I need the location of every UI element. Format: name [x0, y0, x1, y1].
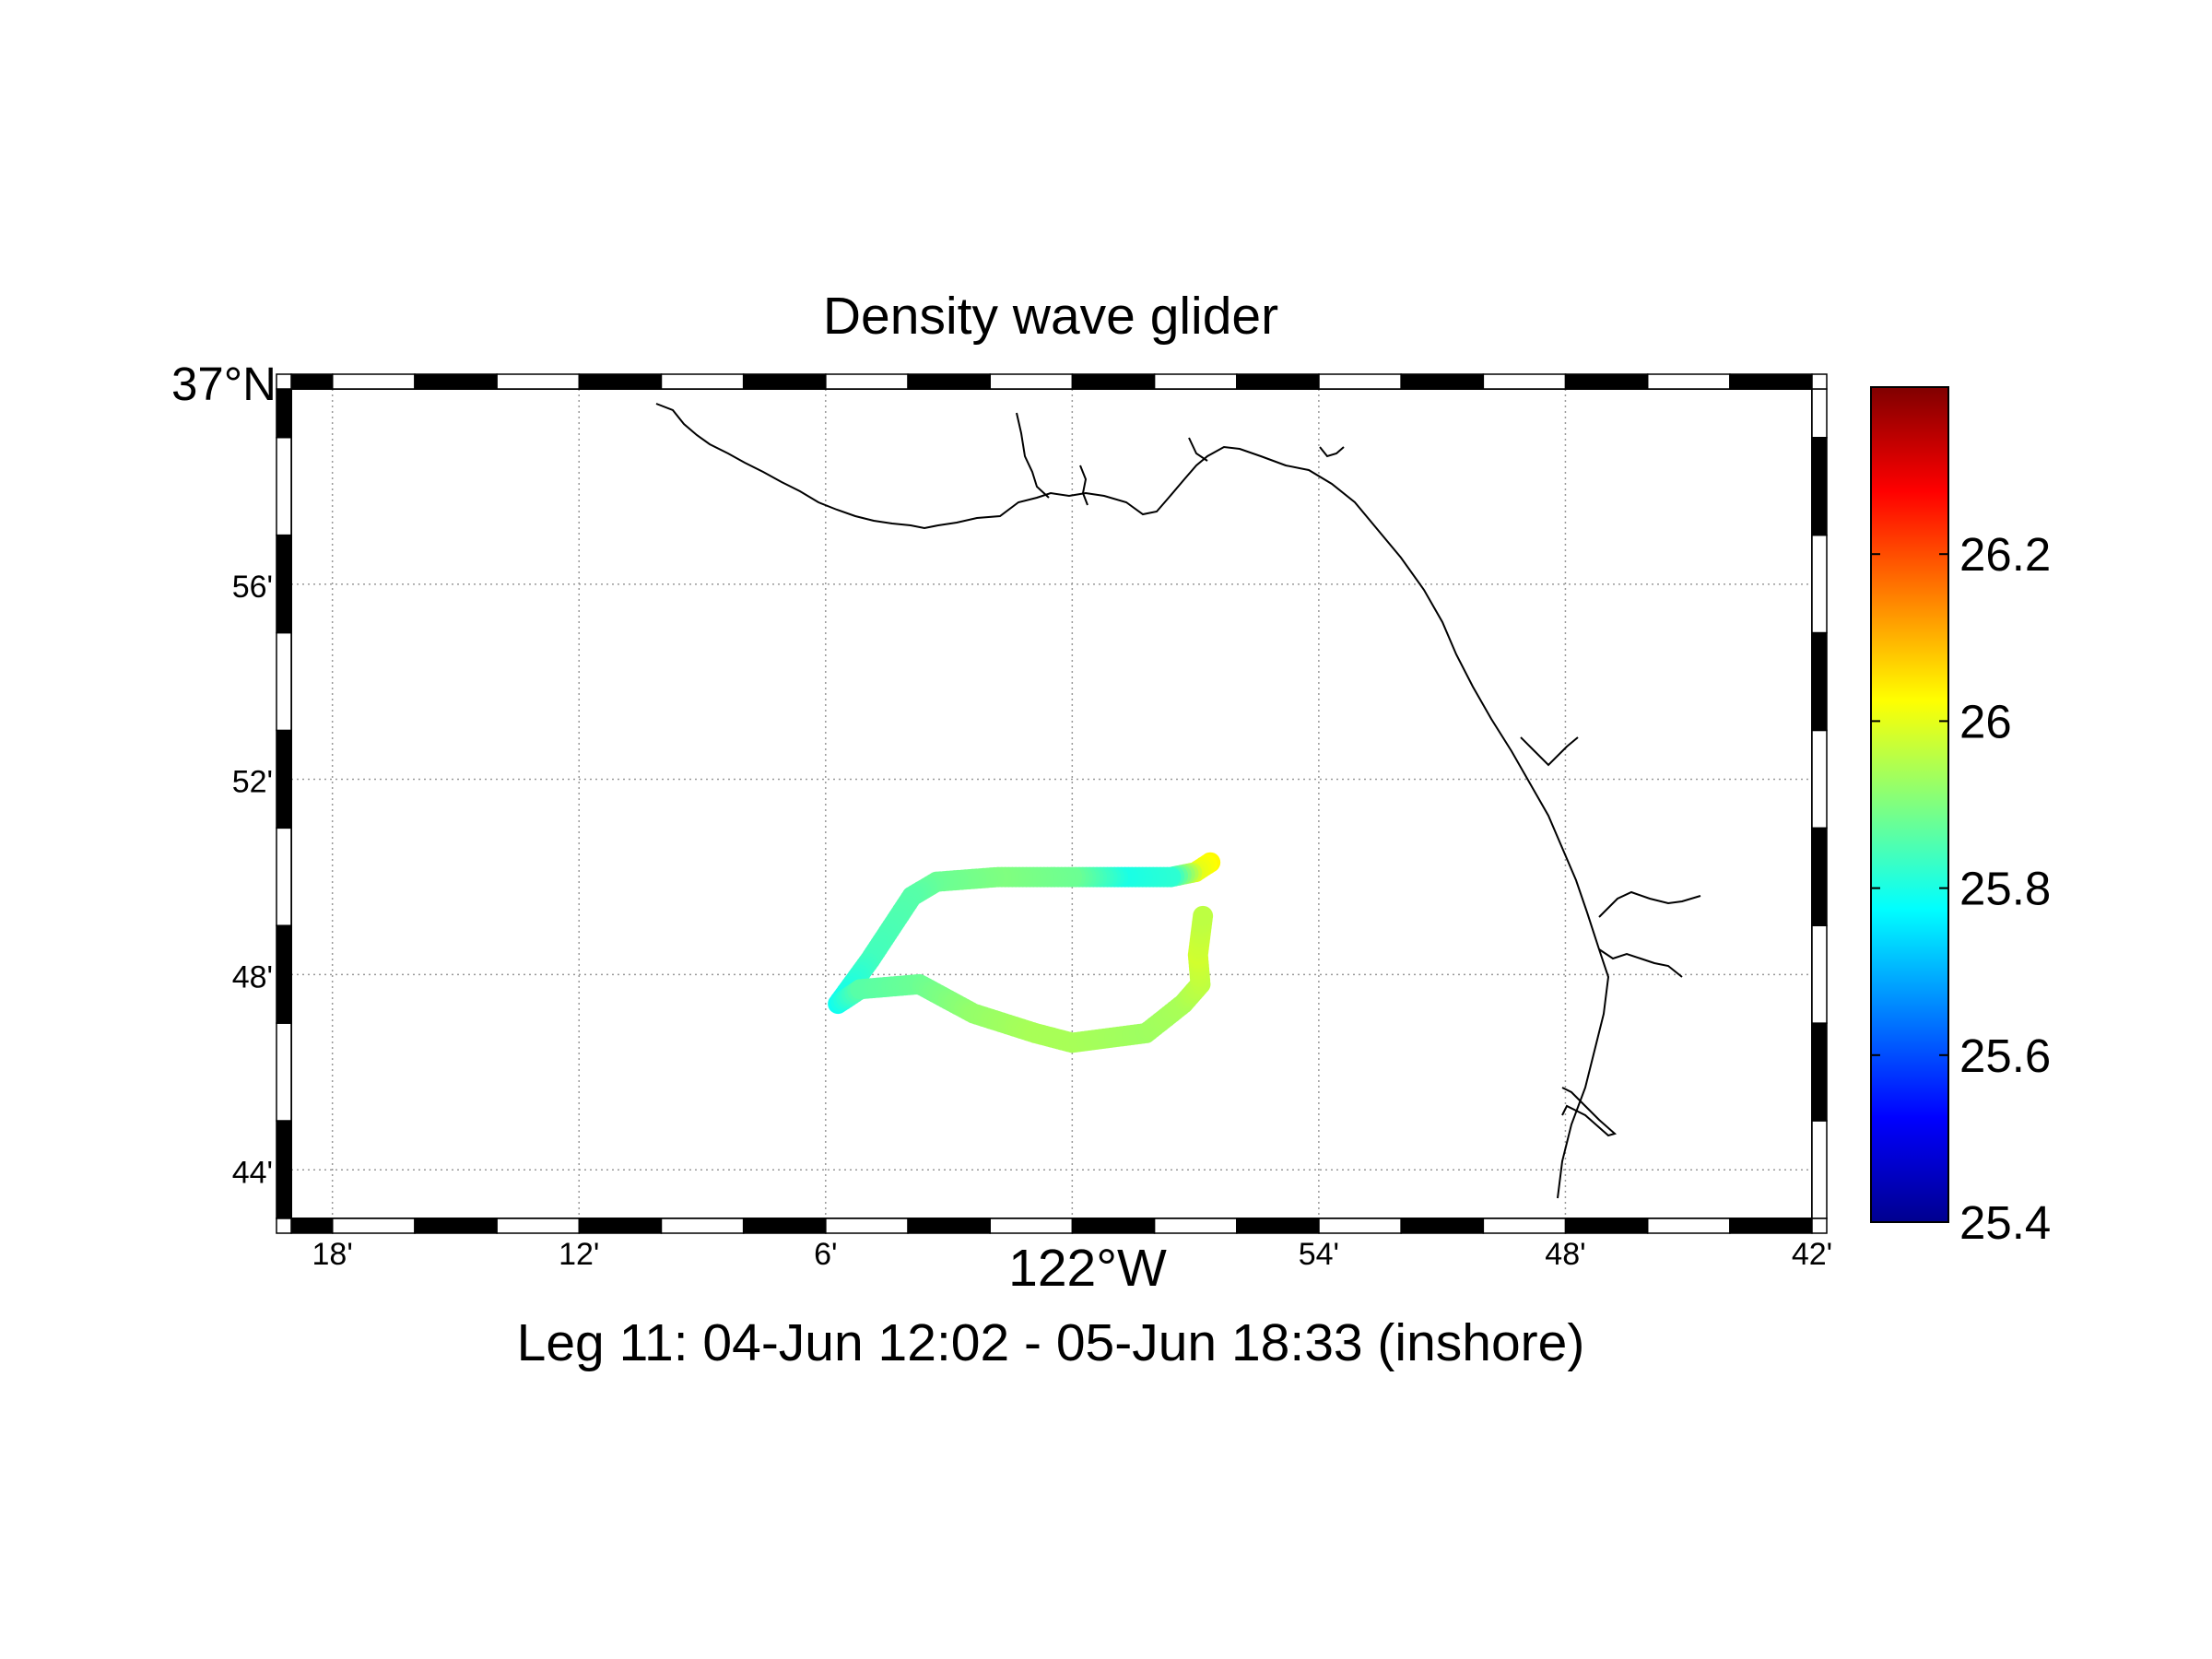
border-segment: [1482, 373, 1567, 390]
graticule-grid: [291, 389, 1812, 1218]
border-segment: [1400, 373, 1485, 390]
border-segment: [578, 373, 663, 390]
border-segment: [1811, 1022, 1828, 1122]
border-segment: [496, 1218, 581, 1234]
border-segment: [276, 729, 292, 830]
border-segment: [1153, 373, 1238, 390]
border-segment: [825, 373, 909, 390]
river-north-1: [1016, 412, 1050, 499]
track-point: [1193, 905, 1214, 926]
border-segment: [276, 924, 292, 1024]
river-north-4: [1319, 446, 1345, 458]
border-segment: [276, 388, 292, 439]
river-pajaro-2: [1598, 948, 1683, 978]
border-segment: [1236, 373, 1320, 390]
lat-tick-label: 56': [232, 570, 273, 605]
colorbar-tick-label: 25.8: [1959, 863, 2051, 915]
border-segment: [578, 1218, 663, 1234]
latitude-tick-labels: 37°N 56' 52' 48' 44': [171, 358, 276, 1190]
colorbar-tick-label: 26.2: [1959, 528, 2051, 581]
river-pajaro-1: [1598, 890, 1701, 918]
border-segment: [742, 373, 827, 390]
glider-track: [828, 852, 1221, 1053]
border-segment: [1811, 631, 1828, 732]
border-segment: [1071, 373, 1156, 390]
border-segment: [1811, 436, 1828, 536]
border-segment: [1482, 1218, 1567, 1234]
border-segment: [660, 373, 745, 390]
border-segment: [1811, 1120, 1828, 1219]
lon-tick-label: 42': [1792, 1237, 1832, 1272]
chart-title: Density wave glider: [823, 287, 1278, 346]
river-north-2: [1079, 465, 1088, 506]
colorbar: [1870, 386, 1949, 1223]
x-axis-label: 122°W: [1008, 1239, 1167, 1298]
border-segment: [332, 1218, 416, 1234]
border-segment: [1811, 924, 1828, 1024]
border-segment: [907, 1218, 991, 1234]
border-segment: [1646, 1218, 1731, 1234]
border-segment: [276, 436, 292, 536]
border-segment: [1564, 373, 1649, 390]
lon-tick-label: 18': [312, 1237, 353, 1272]
border-segment: [1811, 729, 1828, 830]
border-segment: [907, 373, 991, 390]
leg-subtitle: Leg 11: 04-Jun 12:02 - 05-Jun 18:33 (ins…: [517, 1313, 1585, 1372]
border-segment: [496, 373, 581, 390]
lon-tick-label: 54': [1299, 1237, 1339, 1272]
border-corner: [276, 1218, 292, 1234]
border-segment: [1811, 534, 1828, 634]
border-segment: [1071, 1218, 1156, 1234]
border-segment: [825, 1218, 909, 1234]
border-segment: [414, 1218, 498, 1234]
border-segment: [1236, 1218, 1320, 1234]
colorbar-ticks: 25.4 25.6 25.8 26 26.2: [1871, 528, 2051, 1249]
lon-tick-label: 12': [559, 1237, 599, 1272]
lat-tick-label: 52': [232, 764, 273, 799]
lat-tick-label: 37°N: [171, 358, 276, 410]
border-segment: [276, 1120, 292, 1219]
border-segment: [290, 1218, 334, 1234]
lat-tick-label: 44': [232, 1155, 273, 1190]
coastline: [655, 403, 1701, 1199]
border-segment: [276, 827, 292, 926]
colorbar-tick-label: 25.6: [1959, 1030, 2051, 1082]
lon-tick-label: 6': [814, 1237, 837, 1272]
border-segment: [332, 373, 416, 390]
border-segment: [989, 1218, 1074, 1234]
border-segment: [1646, 373, 1731, 390]
border-segment: [1153, 1218, 1238, 1234]
lon-tick-label: 48': [1545, 1237, 1585, 1272]
border-segment: [660, 1218, 745, 1234]
river-north-3: [1188, 437, 1208, 462]
border-segment: [1729, 373, 1813, 390]
border-segment: [276, 534, 292, 634]
map-border: [276, 373, 1828, 1234]
border-segment: [414, 373, 498, 390]
colorbar-tick-label: 25.4: [1959, 1196, 2051, 1249]
harbor-jetty: [1561, 1087, 1618, 1137]
longitude-tick-labels: 18' 12' 6' 54' 48' 42': [312, 1237, 1833, 1272]
border-segment: [1400, 1218, 1485, 1234]
border-segment: [276, 631, 292, 732]
river-elkhorn: [1520, 736, 1579, 767]
border-segment: [1318, 373, 1402, 390]
map-frame: [290, 388, 1813, 1219]
border-segment: [276, 1022, 292, 1122]
border-corner: [1811, 373, 1828, 390]
border-segment: [1564, 1218, 1649, 1234]
border-segment: [1811, 827, 1828, 926]
border-segment: [1811, 388, 1828, 439]
border-segment: [742, 1218, 827, 1234]
border-segment: [989, 373, 1074, 390]
border-segment: [1729, 1218, 1813, 1234]
border-corner: [1811, 1218, 1828, 1234]
colorbar-tick-label: 26: [1959, 695, 2012, 747]
coastline-north: [655, 403, 1610, 1199]
lat-tick-label: 48': [232, 959, 273, 994]
border-corner: [276, 373, 292, 390]
border-segment: [1318, 1218, 1402, 1234]
border-segment: [290, 373, 334, 390]
